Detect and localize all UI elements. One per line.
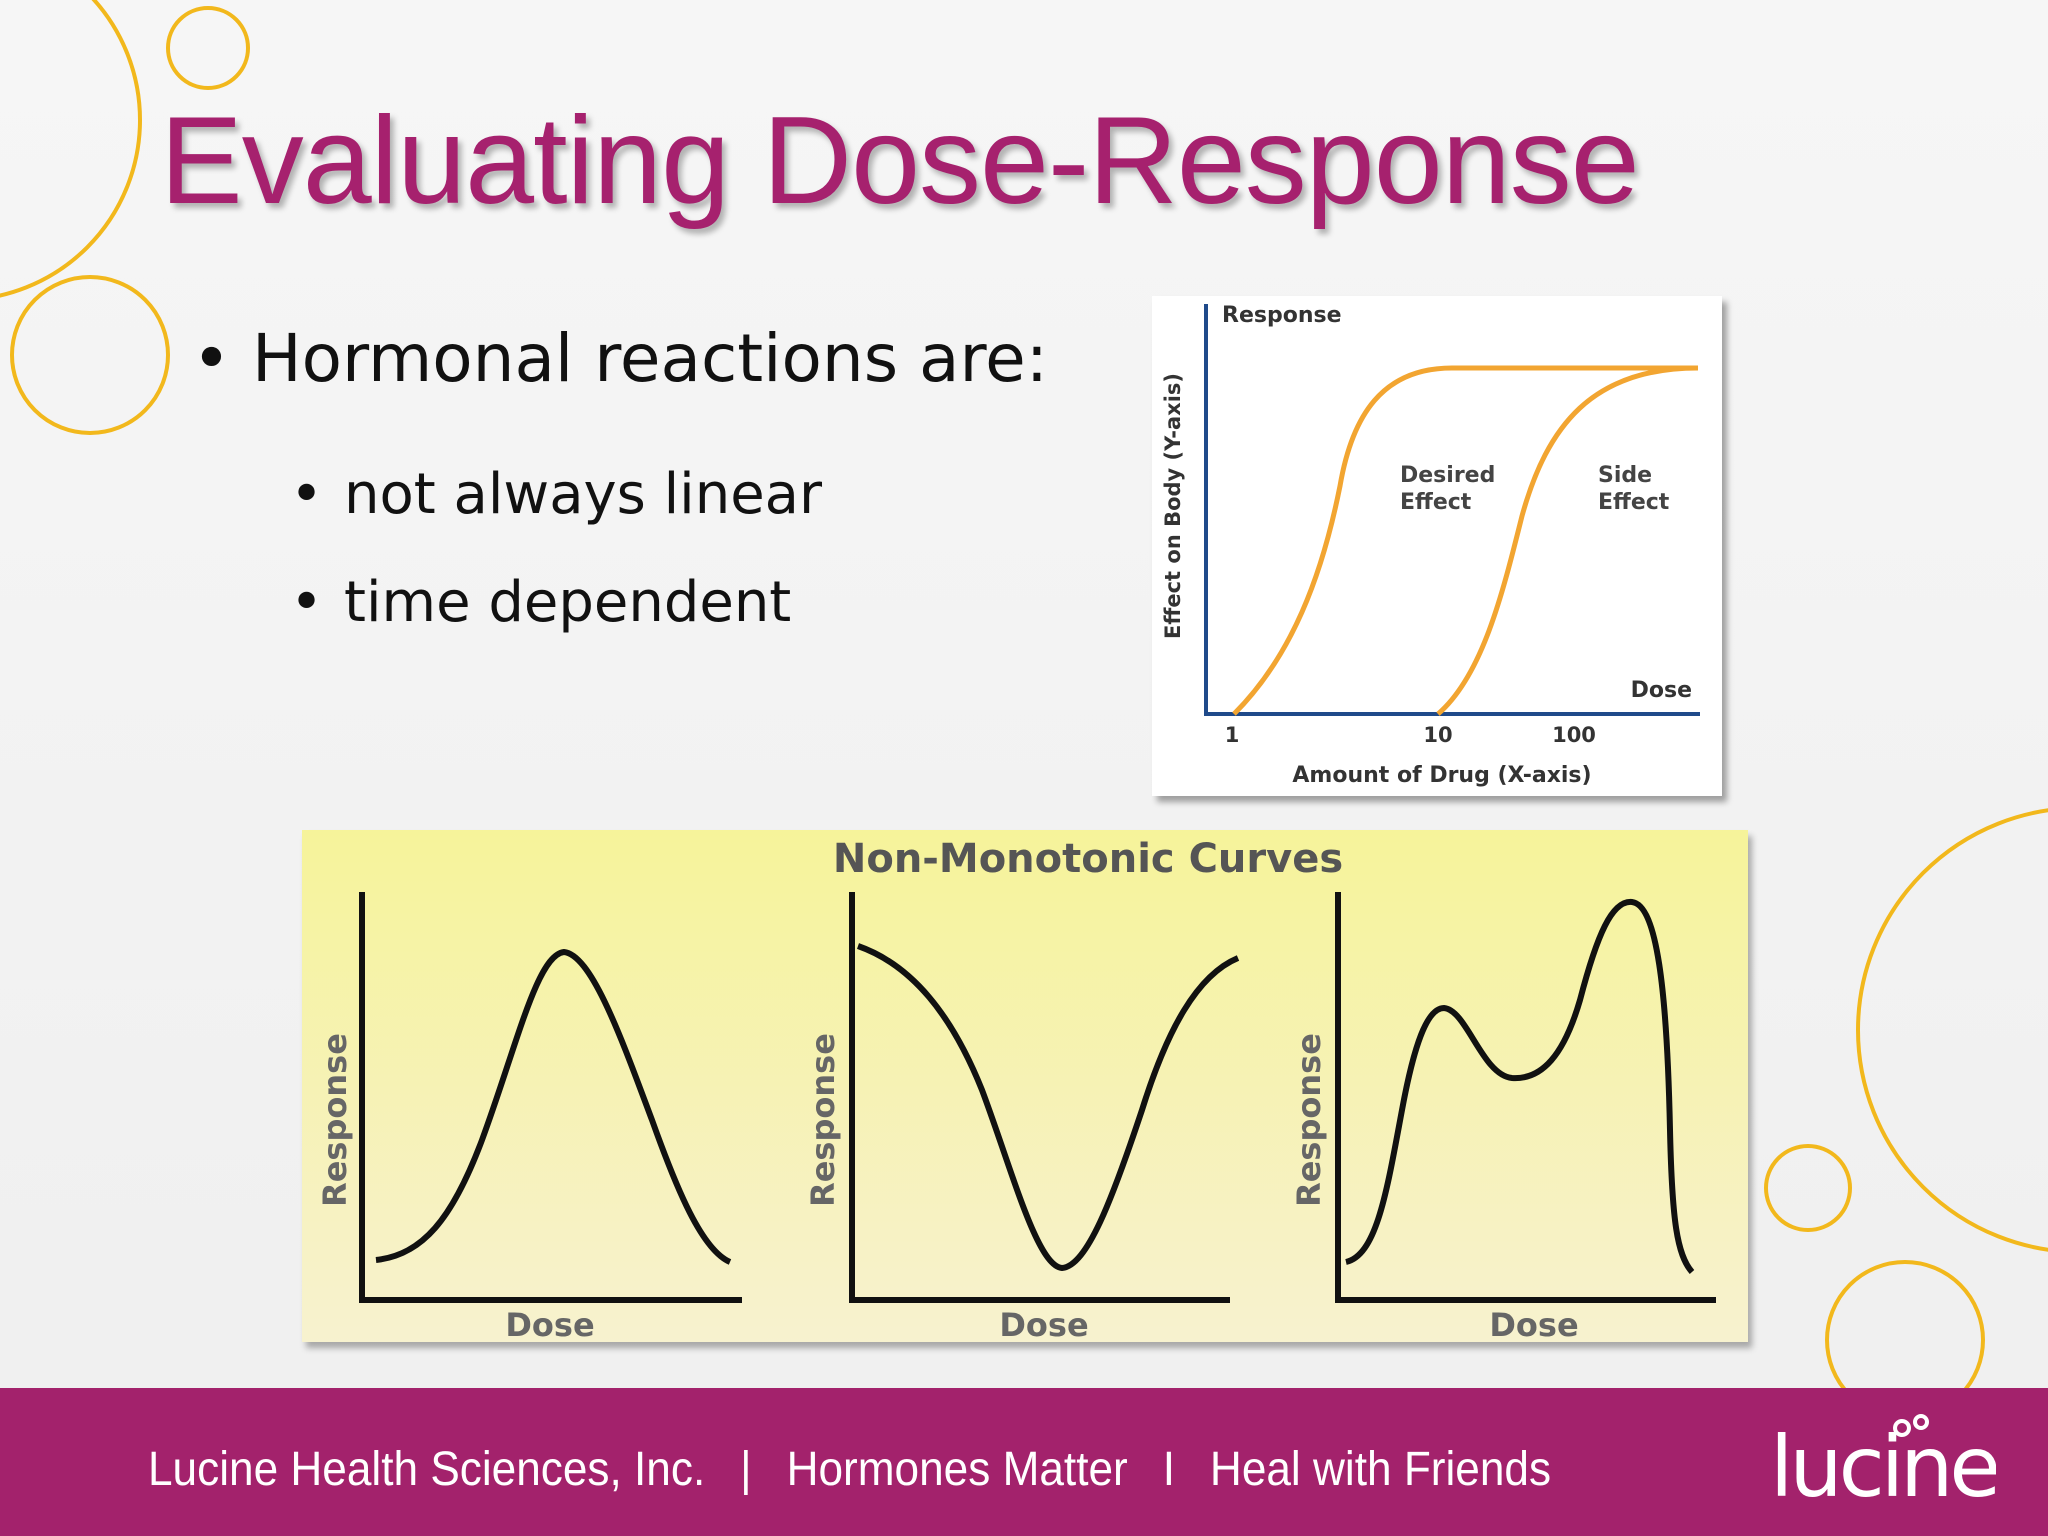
non-monotonic-chart: Non-Monotonic Curves Response Dose Respo… — [302, 830, 1748, 1344]
sub-bullet-1-text: not always linear — [344, 462, 823, 527]
non-monotonic-svg: Non-Monotonic Curves Response Dose Respo… — [302, 830, 1748, 1344]
footer-bar — [0, 1388, 2048, 1536]
deco-circle-large-right — [1856, 808, 2048, 1252]
dose-response-chart: Response Effect on Body (Y-axis) Dose Am… — [1152, 296, 1722, 796]
panel-3-curve — [1345, 898, 1695, 1274]
x-axis-label: Amount of Drug (X-axis) — [1292, 763, 1591, 788]
lucine-logo: lucine — [1770, 1414, 1996, 1516]
chart-panel-bg — [302, 830, 1748, 1342]
footer-company: Lucine Health Sciences, Inc. — [148, 1443, 706, 1496]
dose-response-svg: Response Effect on Body (Y-axis) Dose Am… — [1161, 303, 1700, 788]
logo-dot-2 — [1913, 1414, 1929, 1430]
y-axis-top-label: Response — [1222, 303, 1342, 328]
panel-1-curve — [375, 948, 732, 1265]
panel-2-xlabel: Dose — [999, 1306, 1088, 1342]
desired-effect-label-line1: Desired — [1400, 463, 1495, 488]
panel-1-xlabel: Dose — [505, 1306, 594, 1342]
sub-bullet-1: • not always linear — [290, 462, 822, 527]
bullet-dot: • — [192, 320, 231, 397]
footer-separator-2: I — [1162, 1443, 1175, 1496]
panel-2-ylabel: Response — [804, 1033, 842, 1207]
side-effect-label-line1: Side — [1598, 463, 1652, 488]
sub-bullet-2: • time dependent — [290, 570, 791, 635]
bullet-dot: • — [290, 462, 324, 527]
panel-2-curve — [857, 943, 1240, 1272]
bullet-main-text: Hormonal reactions are: — [252, 320, 1049, 397]
footer-heal-with-friends: Heal with Friends — [1209, 1443, 1552, 1496]
y-axis-label: Effect on Body (Y-axis) — [1161, 373, 1185, 639]
side-effect-curve — [1436, 365, 1699, 716]
bullet-dot: • — [290, 570, 324, 635]
bullet-main: • Hormonal reactions are: — [192, 320, 1048, 397]
deco-circle-large-left — [0, 0, 142, 298]
deco-circle-small-top — [166, 6, 250, 90]
panel-3-ylabel: Response — [1290, 1033, 1328, 1207]
sub-bullet-2-text: time dependent — [344, 570, 792, 635]
deco-circle-small-right — [1764, 1144, 1852, 1232]
desired-effect-label-line2: Effect — [1400, 490, 1472, 515]
side-effect-label-line2: Effect — [1598, 490, 1670, 515]
footer-separator-1: | — [740, 1443, 752, 1496]
logo-wordmark: lucine — [1770, 1418, 1996, 1516]
panel-3-xlabel: Dose — [1489, 1306, 1578, 1342]
x-axis-right-label: Dose — [1631, 678, 1692, 703]
x-tick-label-1: 1 — [1225, 723, 1240, 747]
footer-hormones-matter: Hormones Matter — [786, 1443, 1128, 1496]
desired-effect-curve — [1232, 365, 1698, 716]
panel-1-ylabel: Response — [316, 1033, 354, 1207]
slide-title: Evaluating Dose-Response — [160, 92, 1640, 230]
logo-dot-1 — [1893, 1419, 1911, 1437]
footer-text: Lucine Health Sciences, Inc. | Hormones Ma… — [148, 1442, 1551, 1497]
deco-circle-mid-left — [10, 275, 170, 435]
non-monotonic-title: Non-Monotonic Curves — [833, 836, 1343, 882]
x-tick-label-100: 100 — [1552, 723, 1596, 747]
x-tick-label-10: 10 — [1423, 723, 1452, 747]
